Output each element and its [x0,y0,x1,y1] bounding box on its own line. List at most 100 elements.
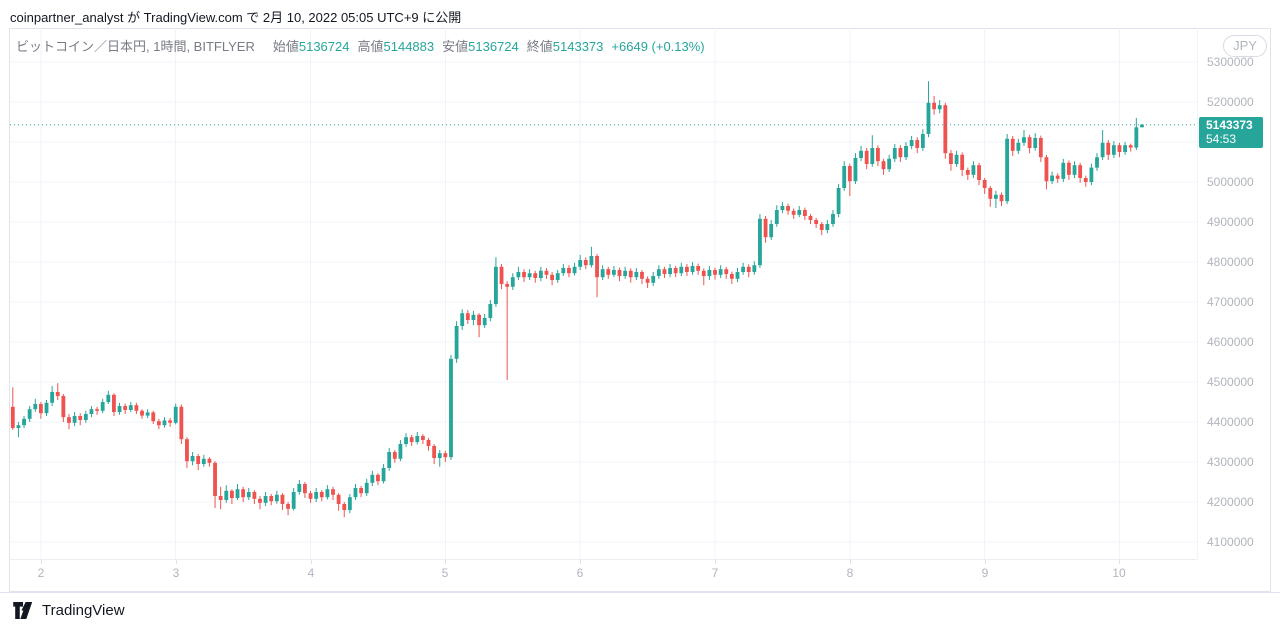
candle-body [898,148,903,158]
time-tickmark [445,560,446,564]
candle-body [825,224,830,230]
candle-body [1111,145,1116,155]
candle-body [347,497,352,510]
price-tick-label: 4900000 [1207,215,1254,229]
candle-body [611,270,616,275]
candle-body [1140,124,1144,128]
candle-body [336,494,341,504]
candle-body [286,504,290,509]
price-tick-label: 4100000 [1207,535,1254,549]
candle-body [151,412,156,422]
candle-body [859,150,863,158]
candle-body [786,206,790,211]
candle-body [27,409,32,419]
legend-low-label: 安値 [442,39,469,54]
candle-body [578,260,583,267]
time-tick-label: 4 [307,566,315,580]
candle-body [415,436,420,442]
candle-body [763,218,768,238]
candle-body [229,490,234,498]
candle-body [168,420,173,423]
candle-body [1038,138,1043,158]
candle-body [443,453,448,458]
tradingview-brand-text[interactable]: TradingView [42,602,125,619]
candle-body [1078,165,1083,178]
candle-body [831,214,835,224]
candle-body [1027,137,1032,148]
candle-body [95,409,99,411]
candle-body [892,148,897,159]
candle-body [1128,145,1133,148]
candle-body [651,276,656,283]
candle-body [876,148,880,162]
price-tick-label: 5000000 [1207,175,1254,189]
candle-body [314,492,319,499]
candle-body [162,420,167,426]
candle-body [982,180,987,188]
candle-body [297,484,302,492]
candle-body [550,274,555,280]
candle-body [690,266,695,272]
candle-body [16,425,21,428]
time-tick-label: 5 [441,566,449,580]
candle-body [561,268,566,274]
candle-body [909,140,914,146]
candle-body [949,153,953,164]
candle-body [567,268,571,274]
candle-body [713,270,717,275]
candle-body [735,272,740,279]
candle-body [600,269,605,278]
candle-body [89,409,94,414]
candle-body [387,452,392,468]
time-tick-label: 3 [172,566,180,580]
candle-body [308,493,313,499]
candle-body [482,318,487,326]
candle-body [123,406,128,410]
candle-body [780,206,785,210]
candle-body [943,105,948,154]
price-axis[interactable]: 4100000 4200000 4300000 4400000 4500000 46000… [1197,28,1271,559]
time-axis[interactable]: 2 3 4 5 6 7 8 9 10 [10,559,1197,591]
candle-body [280,494,285,504]
candle-body [218,496,223,500]
candle-body [1050,175,1054,182]
candle-body [634,272,639,278]
candle-body [78,416,83,420]
bar-countdown: 54:53 [1206,132,1237,146]
candle-body [241,489,246,498]
candle-body [471,314,476,320]
candle-body [977,165,981,180]
time-tick-label: 7 [711,566,719,580]
legend-symbol-title: ビットコイン／日本円, 1時間, BITFLYER [16,39,255,54]
chart-legend: ビットコイン／日本円, 1時間, BITFLYER 始値5136724 高値5144… [16,36,705,55]
candle-body [112,394,116,412]
candle-body [774,210,779,224]
candle-body [145,412,150,416]
price-tick-label: 4600000 [1207,335,1254,349]
last-price-value: 5143373 [1206,118,1253,132]
candle-body [988,188,993,199]
time-tick-label: 2 [37,566,45,580]
candle-body [937,105,942,110]
currency-button[interactable]: JPY [1223,35,1267,57]
legend-close-value: 5143373 [552,39,604,54]
legend-close-label: 終値 [526,39,553,54]
candle-body [432,446,437,458]
candle-body [836,188,841,214]
candle-body [802,210,807,216]
candle-body [729,274,734,279]
candle-body [656,269,661,276]
candle-body [207,458,212,463]
candle-body [640,272,644,279]
tradingview-logo-icon[interactable] [13,602,37,619]
candle-body [22,418,26,426]
candle-body [842,166,847,188]
candle-body [595,256,599,278]
candle-body [420,436,425,440]
candlestick-canvas[interactable] [10,28,1197,559]
candle-body [920,134,925,148]
candle-body [83,414,88,420]
candle-body [376,474,380,482]
legend-high-label: 高値 [357,39,384,54]
time-tickmark [580,560,581,564]
